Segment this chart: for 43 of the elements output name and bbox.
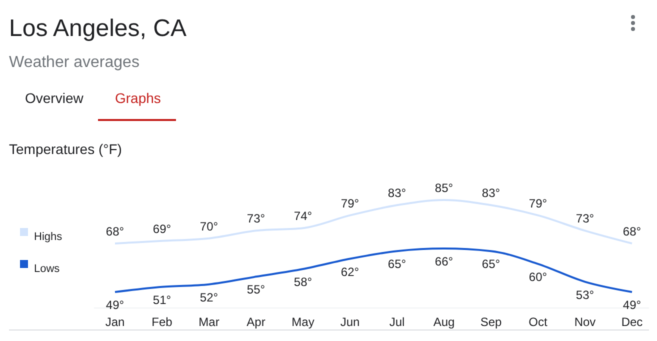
data-label: 66° [434,254,454,269]
data-label: 79° [340,196,360,210]
x-tick-label: Jan [105,315,125,329]
data-label: 62° [340,264,360,279]
x-tick-label: Nov [574,315,596,329]
data-label: 69° [152,222,172,236]
legend-label: Lows [34,263,60,275]
legend-label: Highs [34,231,63,243]
text: Graphs [115,90,161,106]
data-label: 49° [622,298,642,312]
x-tick-label: Jun [340,315,360,329]
x-tick-label: Dec [621,315,643,329]
x-tick-label: Jul [389,315,405,329]
data-label: 52° [200,290,218,304]
x-tick-label: Mar [198,315,220,329]
data-label: 51° [152,292,172,307]
data-label: 60° [528,270,548,284]
data-label: 65° [388,257,406,272]
data-label: 53° [576,288,594,302]
x-tick-label: Aug [433,315,455,329]
x-tick-label: Apr [246,315,266,329]
data-label: 70° [200,219,218,234]
data-label: 68° [622,224,642,238]
data-label: 73° [246,212,266,226]
data-label: 74° [294,209,312,224]
x-tick-label: Sep [480,315,502,329]
x-tick-label: Feb [152,315,173,329]
data-label: 73° [576,212,594,226]
chart-subtitle: Weather averages [9,54,140,71]
data-label: 55° [246,282,266,297]
x-tick-label: Oct [528,315,548,329]
data-label: 65° [482,257,500,272]
data-label: 85° [434,181,454,195]
chart-title: Los Angeles, CA [9,15,186,42]
data-label: 68° [106,224,124,238]
data-label: 49° [106,298,124,312]
data-label: 83° [388,186,406,200]
x-tick-label: May [292,315,314,329]
text: Overview [25,90,84,106]
data-label: 79° [528,196,548,210]
y-axis-title: Temperatures (°F) [9,141,122,157]
data-label: 83° [482,186,500,200]
data-label: 58° [294,275,312,289]
